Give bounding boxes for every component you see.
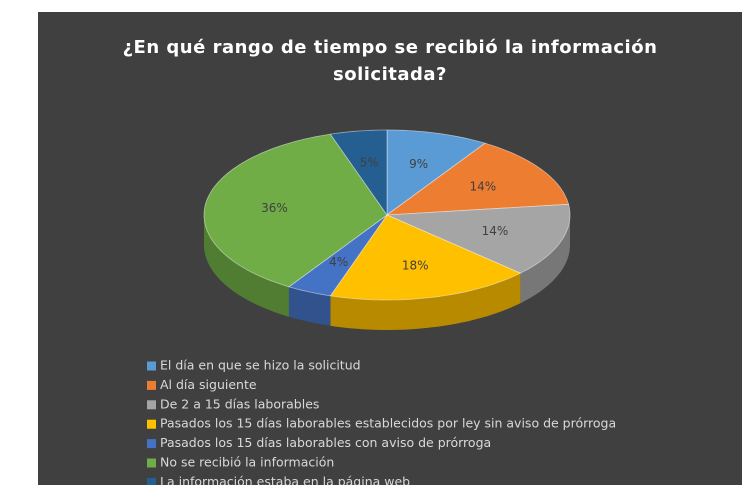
legend-swatch: [147, 458, 156, 468]
legend-label: Pasados los 15 días laborables estableci…: [160, 416, 616, 431]
slice: [385, 142, 570, 216]
data-label: 14%: [482, 224, 509, 238]
legend-label: El día en que se hizo la solicitud: [160, 358, 361, 373]
slice: [386, 129, 487, 216]
slice: [386, 203, 571, 274]
slice-side: [288, 286, 331, 326]
slice-side: [204, 215, 289, 317]
legend-swatch: [147, 419, 156, 429]
legend-label: Pasados los 15 días laborables con aviso…: [160, 435, 491, 450]
legend-swatch: [147, 439, 156, 449]
slice: [329, 129, 388, 217]
legend-swatch: [147, 361, 156, 371]
data-label: 14%: [469, 179, 496, 193]
legend-label: Al día siguiente: [160, 377, 257, 392]
data-label: 5%: [360, 155, 379, 169]
legend-swatch: [147, 477, 156, 485]
slice: [329, 214, 522, 301]
legend-swatch: [147, 400, 156, 410]
legend-label: De 2 a 15 días laborables: [160, 396, 319, 411]
legend-label: La información estaba en la página web: [160, 474, 410, 485]
legend-label: No se recibió la información: [160, 455, 334, 470]
legend-swatch: [147, 380, 156, 390]
slice-side: [520, 215, 570, 304]
slice-side: [330, 273, 521, 330]
data-label: 36%: [261, 201, 288, 215]
data-label: 9%: [409, 157, 428, 171]
data-label: 4%: [329, 255, 348, 269]
slice: [203, 133, 388, 288]
chart-title: ¿En qué rango de tiempo se recibió la in…: [122, 37, 658, 85]
data-label: 18%: [402, 259, 429, 273]
slice: [287, 214, 388, 297]
